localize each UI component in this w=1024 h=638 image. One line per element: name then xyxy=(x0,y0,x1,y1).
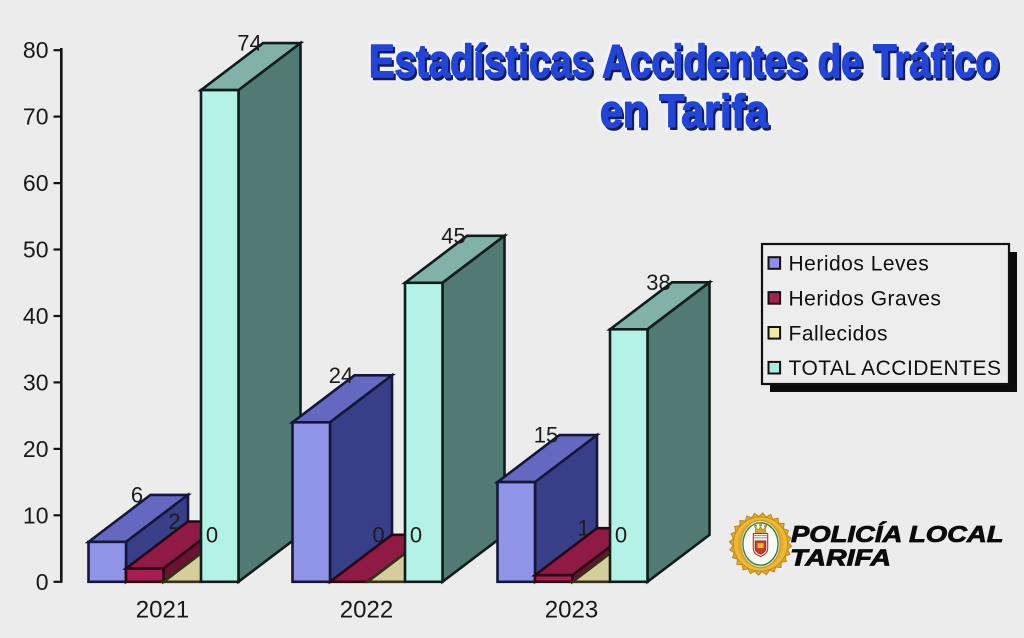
svg-text:2021: 2021 xyxy=(136,597,189,624)
svg-text:24: 24 xyxy=(329,363,353,388)
svg-text:Heridos Leves: Heridos Leves xyxy=(789,253,930,276)
svg-text:74: 74 xyxy=(237,31,261,56)
svg-text:Estadísticas Accidentes de Trá: Estadísticas Accidentes de Tráfico xyxy=(371,38,1001,90)
svg-text:30: 30 xyxy=(23,369,49,395)
svg-text:Estadísticas Accidentes de Trá: Estadísticas Accidentes de Tráfico xyxy=(369,35,999,87)
svg-text:TOTAL ACCIDENTES: TOTAL ACCIDENTES xyxy=(789,357,1002,380)
svg-text:15: 15 xyxy=(534,423,558,448)
svg-text:en Tarifa: en Tarifa xyxy=(600,85,768,137)
svg-text:10: 10 xyxy=(23,502,49,528)
svg-text:1: 1 xyxy=(577,516,589,541)
svg-text:70: 70 xyxy=(23,104,49,130)
svg-text:40: 40 xyxy=(23,303,49,329)
svg-text:en Tarifa: en Tarifa xyxy=(602,88,770,140)
svg-text:50: 50 xyxy=(23,237,49,263)
svg-text:0: 0 xyxy=(615,522,627,547)
svg-text:2: 2 xyxy=(168,509,180,534)
svg-text:0: 0 xyxy=(36,569,49,595)
svg-text:6: 6 xyxy=(131,482,143,507)
svg-text:TARIFA: TARIFA xyxy=(790,545,891,571)
svg-text:38: 38 xyxy=(646,270,670,295)
svg-text:0: 0 xyxy=(410,522,422,547)
svg-text:0: 0 xyxy=(372,522,384,547)
svg-text:60: 60 xyxy=(23,170,49,196)
svg-text:POLICÍA LOCAL: POLICÍA LOCAL xyxy=(791,520,1004,547)
svg-text:Fallecidos: Fallecidos xyxy=(789,322,889,345)
svg-text:2023: 2023 xyxy=(545,597,598,624)
svg-text:20: 20 xyxy=(23,436,49,462)
svg-text:80: 80 xyxy=(23,37,49,63)
svg-text:2022: 2022 xyxy=(340,597,393,624)
svg-text:Heridos Graves: Heridos Graves xyxy=(789,287,942,310)
svg-text:en Tarifa: en Tarifa xyxy=(600,85,768,137)
svg-text:0: 0 xyxy=(206,522,218,547)
svg-text:Estadísticas Accidentes de Trá: Estadísticas Accidentes de Tráfico xyxy=(369,35,999,87)
svg-text:45: 45 xyxy=(441,223,465,248)
